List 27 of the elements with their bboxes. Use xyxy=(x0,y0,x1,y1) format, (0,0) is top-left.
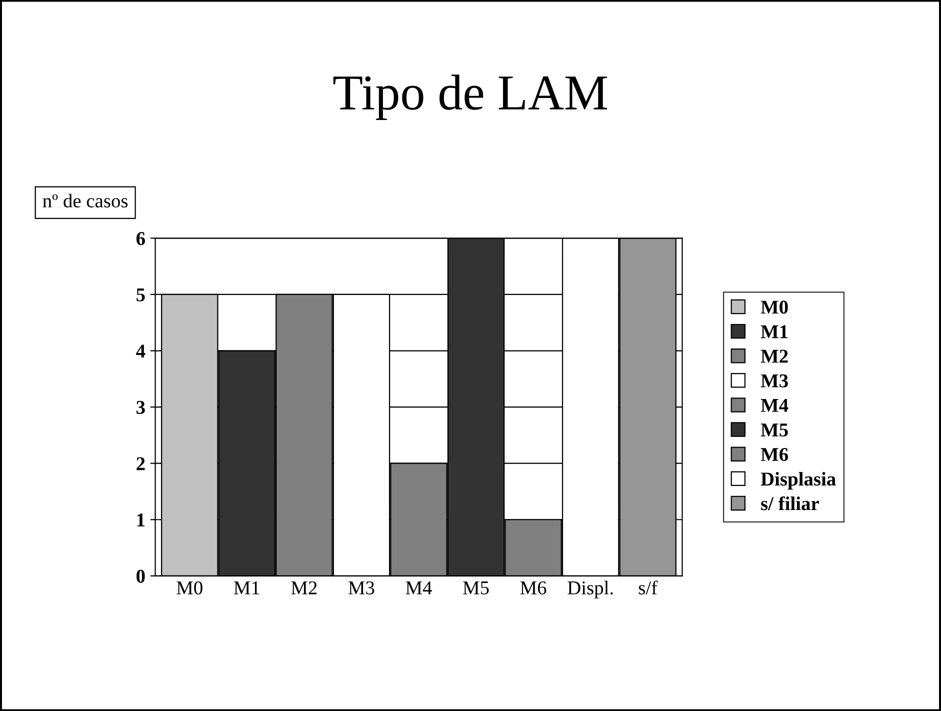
legend-label: M2 xyxy=(760,350,788,363)
legend-label: M4 xyxy=(760,398,788,412)
y-tick-label: 3 xyxy=(136,400,145,414)
y-tick-label: 6 xyxy=(136,232,145,246)
x-tick-label: M2 xyxy=(291,581,317,594)
chart-title: Tipo de LAM xyxy=(333,74,608,120)
x-tick-label: M6 xyxy=(520,581,546,594)
x-tick-label: M0 xyxy=(176,581,202,594)
y-tick-label: 5 xyxy=(136,288,145,302)
x-tick-label: M3 xyxy=(348,581,374,594)
x-tick-label: M5 xyxy=(463,582,489,594)
x-tick-label: Displ. xyxy=(568,580,613,598)
y-tick-label: 1 xyxy=(137,514,145,526)
legend-label: s/ filiar xyxy=(761,496,819,510)
y-axis-title: nº de casos xyxy=(42,194,128,208)
legend-label: M6 xyxy=(760,448,788,462)
x-tick-label: s/f xyxy=(638,580,658,594)
legend-label: M5 xyxy=(760,424,788,437)
legend-label: M0 xyxy=(760,300,788,314)
x-tick-label: M1 xyxy=(234,581,260,594)
y-tick-label: 2 xyxy=(136,457,145,470)
y-tick-label: 4 xyxy=(136,344,146,358)
legend-label: Displasia xyxy=(760,472,836,490)
legend-label: M1 xyxy=(760,325,788,338)
y-tick-label: 0 xyxy=(136,570,145,583)
x-tick-label: M4 xyxy=(406,581,432,594)
legend-label: M3 xyxy=(760,374,788,388)
